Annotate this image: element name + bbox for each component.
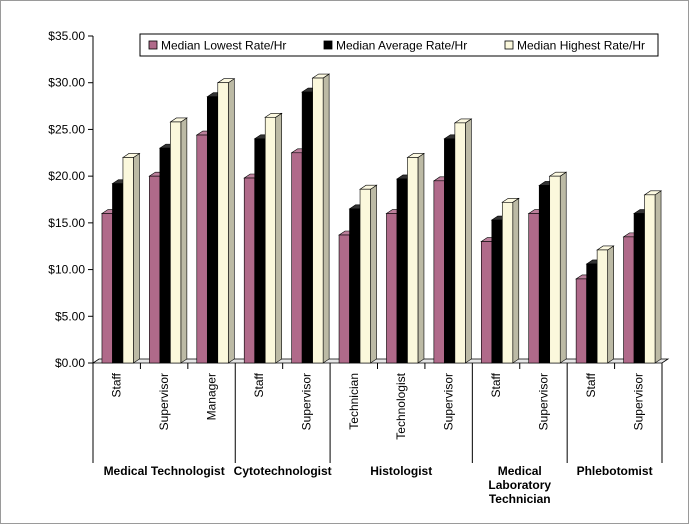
y-tick-label: $0.00 <box>55 356 85 370</box>
legend-swatch <box>323 40 333 50</box>
category-label: Supervisor <box>157 373 171 430</box>
category-label: Staff <box>110 372 124 397</box>
group-label: Laboratory <box>488 478 551 492</box>
category-label: Staff <box>489 372 503 397</box>
category-label: Staff <box>584 372 598 397</box>
y-tick-label: $25.00 <box>48 122 85 136</box>
category-label: Manager <box>205 373 219 420</box>
bar-highest <box>596 245 615 364</box>
bar-highest <box>311 73 331 364</box>
category-label: Technician <box>347 373 361 430</box>
group-label: Histologist <box>370 464 432 478</box>
category-label: Supervisor <box>631 373 645 430</box>
y-tick-label: $5.00 <box>55 309 85 323</box>
y-tick-label: $15.00 <box>48 216 85 230</box>
legend: Median Lowest Rate/Hr Median Average Rate… <box>139 33 659 57</box>
legend-label: Median Lowest Rate/Hr <box>161 39 286 53</box>
category-label: Staff <box>252 372 266 397</box>
group-label: Medical <box>498 464 542 478</box>
bars-layer <box>100 73 663 364</box>
axes-layer: $0.00 $5.00 $10.00 $15.00 $20.00 $25.00 $30.00… <box>48 29 670 370</box>
bar-highest <box>216 78 236 364</box>
bar-highest <box>548 171 568 364</box>
legend-label: Median Average Rate/Hr <box>336 39 467 53</box>
bar-highest <box>453 118 473 364</box>
y-tick-label: $30.00 <box>48 76 85 90</box>
x-labels-layer: Staff Supervisor Manager Staff Supervisor Tec… <box>92 363 663 506</box>
bar-highest <box>406 152 425 364</box>
group-label: Medical Technologist <box>104 464 225 478</box>
bar-highest <box>359 184 378 364</box>
group-label: Cytotechnologist <box>234 464 332 478</box>
group-label: Phlebotomist <box>577 464 653 478</box>
category-label: Supervisor <box>299 373 313 430</box>
bar-highest <box>643 190 663 364</box>
bar-highest <box>264 112 283 364</box>
category-label: Technologist <box>394 372 408 439</box>
legend-swatch <box>148 40 158 50</box>
bar-highest <box>169 117 188 364</box>
category-label: Supervisor <box>536 373 550 430</box>
y-tick-label: $10.00 <box>48 263 85 277</box>
bar-highest <box>121 152 141 364</box>
y-tick-label: $20.00 <box>48 169 85 183</box>
legend-label: Median Highest Rate/Hr <box>517 39 645 53</box>
bar-highest <box>501 197 520 364</box>
legend-item: Median Average Rate/Hr <box>323 39 467 53</box>
legend-item: Median Highest Rate/Hr <box>504 39 645 53</box>
y-tick-label: $35.00 <box>48 29 85 43</box>
legend-item: Median Lowest Rate/Hr <box>148 39 286 53</box>
legend-swatch <box>504 40 514 50</box>
legend-box <box>139 33 659 57</box>
category-label: Supervisor <box>442 373 456 430</box>
group-label: Technician <box>489 492 551 506</box>
